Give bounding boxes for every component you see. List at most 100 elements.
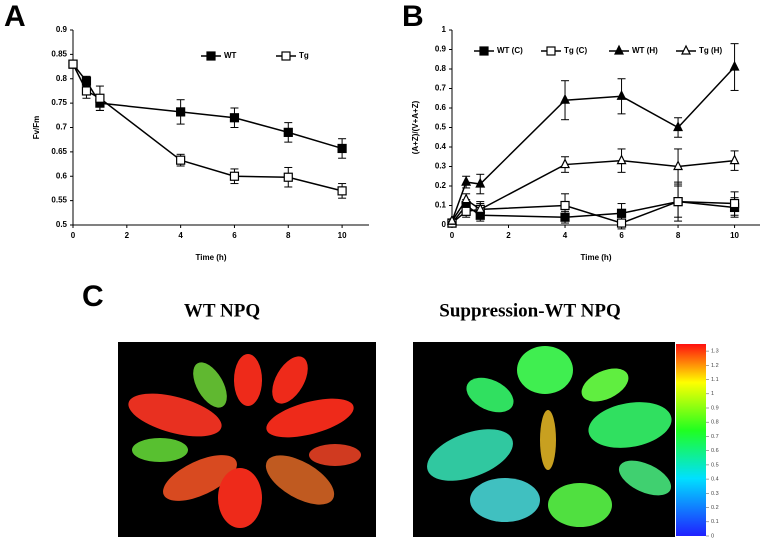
x-tick-label: 0 xyxy=(71,231,76,240)
legend-marker xyxy=(206,51,216,61)
x-tick-label: 2 xyxy=(506,231,511,240)
data-point xyxy=(673,121,684,132)
panel-label: C xyxy=(82,280,104,313)
y-tick-label: 0.55 xyxy=(51,196,67,205)
data-point xyxy=(616,154,627,165)
x-tick-label: 6 xyxy=(232,231,237,240)
colorbar-tick-label: 0.5 xyxy=(711,462,719,468)
legend-label: WT (C) xyxy=(497,46,523,55)
colorbar-tick-label: 1.3 xyxy=(711,349,719,355)
colorbar-tick-label: 0 xyxy=(711,533,714,539)
legend-label: Tg (C) xyxy=(564,46,587,55)
y-tick-label: 0.6 xyxy=(56,171,68,180)
legend-label: WT (H) xyxy=(632,46,658,55)
data-point xyxy=(337,186,347,196)
colorbar-tick-label: 1.1 xyxy=(711,377,719,383)
data-point xyxy=(673,197,683,207)
colorbar-tick-label: 0.9 xyxy=(711,405,719,411)
data-point xyxy=(560,200,570,211)
data-point xyxy=(337,143,347,154)
colorbar-tick-label: 0.4 xyxy=(711,477,719,483)
x-tick-label: 4 xyxy=(563,231,568,240)
data-point xyxy=(729,154,740,165)
y-tick-label: 0.7 xyxy=(56,123,68,132)
data-point xyxy=(729,198,740,209)
y-tick-label: 0.7 xyxy=(435,84,447,93)
series-line xyxy=(72,63,343,150)
legend-marker xyxy=(479,46,489,56)
data-point xyxy=(283,172,293,182)
data-point xyxy=(560,158,570,169)
y-tick-label: 0.8 xyxy=(56,74,68,83)
data-point xyxy=(560,93,570,104)
x-tick-label: 0 xyxy=(450,231,455,240)
data-point xyxy=(729,60,740,71)
data-point xyxy=(461,206,471,216)
panel-label: A xyxy=(4,0,26,33)
panel-label: B xyxy=(402,0,424,33)
colorbar xyxy=(676,344,706,536)
legend-marker xyxy=(681,44,691,55)
colorbar-tick-label: 0.2 xyxy=(711,505,719,511)
data-point xyxy=(475,177,486,188)
x-tick-label: 10 xyxy=(338,231,347,240)
data-point xyxy=(673,160,684,171)
npq-image xyxy=(118,342,376,537)
data-point xyxy=(229,171,240,181)
colorbar-tick-label: 0.6 xyxy=(711,448,719,454)
x-tick-label: 4 xyxy=(178,231,183,240)
y-tick-label: 0.3 xyxy=(435,162,447,171)
series-line xyxy=(451,200,735,224)
data-point xyxy=(461,193,472,204)
x-tick-label: 8 xyxy=(676,231,681,240)
data-point xyxy=(475,203,486,213)
colorbar-tick-label: 0.3 xyxy=(711,491,719,497)
x-tick-label: 6 xyxy=(619,231,624,240)
legend-marker xyxy=(614,44,624,55)
data-point xyxy=(68,59,78,69)
data-point xyxy=(283,127,293,137)
y-tick-label: 0.4 xyxy=(435,142,447,151)
colorbar-tick-label: 0.1 xyxy=(711,519,719,525)
y-tick-label: 0.9 xyxy=(56,25,68,34)
y-tick-label: 0.85 xyxy=(51,49,67,58)
y-tick-label: 0.5 xyxy=(435,123,447,132)
image-title: Suppression-WT NPQ xyxy=(439,300,620,321)
data-point xyxy=(616,208,627,218)
y-tick-label: 1 xyxy=(442,25,447,34)
y-tick-label: 0.65 xyxy=(51,147,67,156)
data-point xyxy=(229,113,240,123)
y-tick-label: 0.9 xyxy=(435,45,447,54)
data-point xyxy=(81,86,92,96)
legend-marker xyxy=(281,51,291,61)
x-tick-label: 2 xyxy=(125,231,130,240)
x-axis-label: Time (h) xyxy=(581,253,612,262)
y-tick-label: 0 xyxy=(442,220,447,229)
colorbar-tick-label: 0.7 xyxy=(711,434,719,440)
npq-image xyxy=(413,342,675,537)
colorbar-tick-label: 0.8 xyxy=(711,420,719,426)
y-axis-label: Fv/Fm xyxy=(32,116,41,140)
data-point xyxy=(176,107,186,117)
legend-label: Tg (H) xyxy=(699,46,722,55)
y-tick-label: 0.6 xyxy=(435,103,447,112)
colorbar-tick-label: 1.2 xyxy=(711,363,719,369)
x-axis-label: Time (h) xyxy=(196,253,227,262)
legend-label: WT xyxy=(224,51,237,60)
data-point xyxy=(95,93,105,103)
y-tick-label: 0.5 xyxy=(56,220,68,229)
series-line xyxy=(72,63,343,192)
y-tick-label: 0.1 xyxy=(435,201,447,210)
data-point xyxy=(616,218,627,228)
colorbar-tick-label: 1 xyxy=(711,391,714,397)
y-tick-label: 0.75 xyxy=(51,98,67,107)
data-point xyxy=(461,175,472,186)
legend-marker xyxy=(546,46,556,56)
legend-label: Tg xyxy=(299,51,309,60)
data-point xyxy=(447,214,457,225)
series-line xyxy=(451,200,735,224)
y-axis-label: (A+Z)/(V+A+Z) xyxy=(411,100,420,154)
data-point xyxy=(616,89,627,100)
image-title: WT NPQ xyxy=(184,300,260,321)
data-point xyxy=(176,155,186,165)
